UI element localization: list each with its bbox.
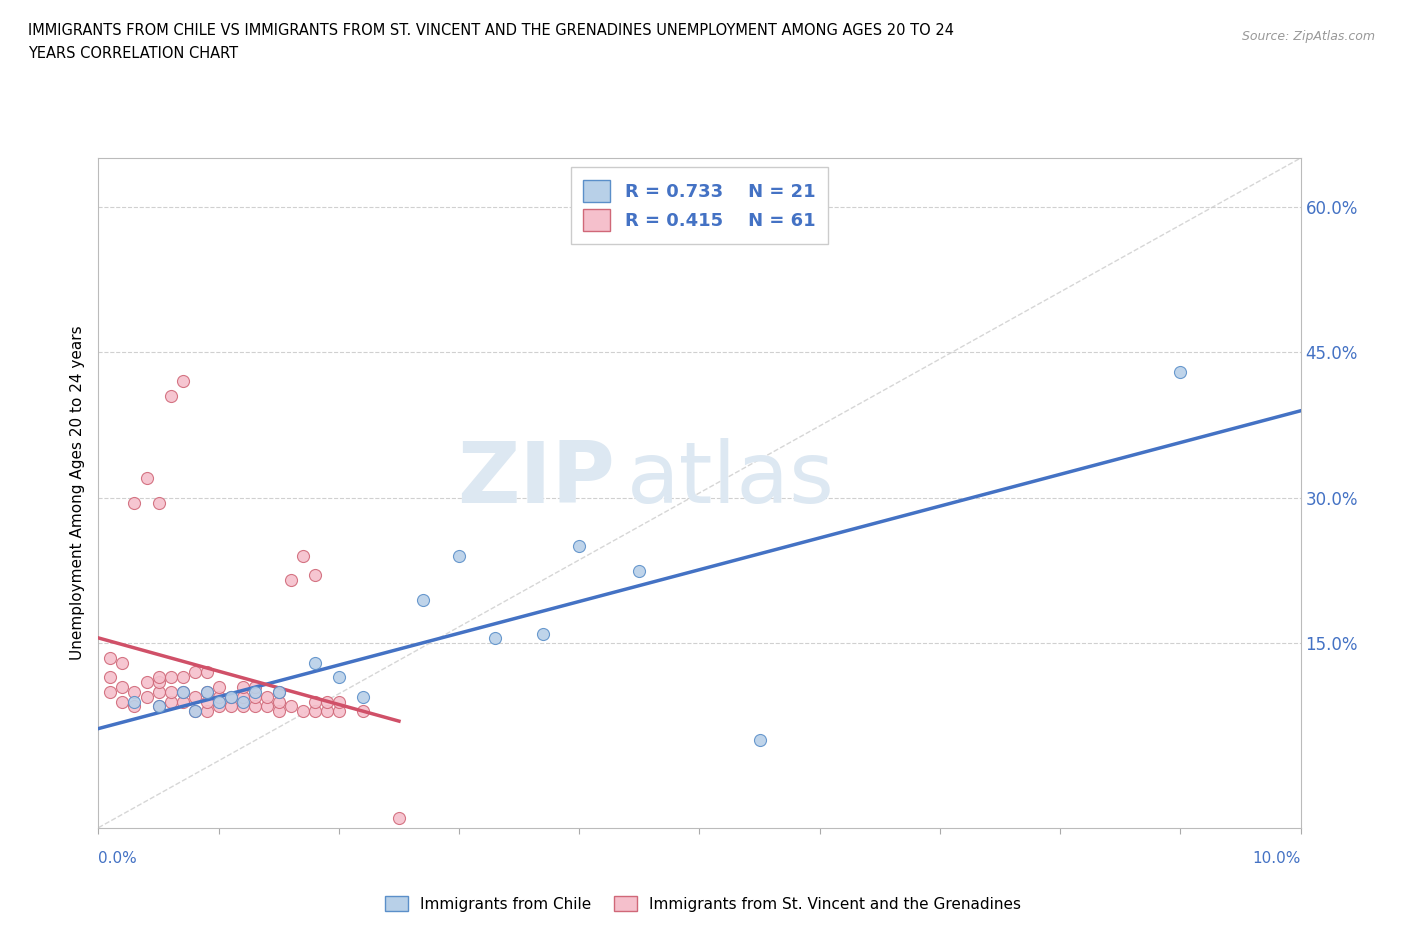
- Point: [267, 684, 290, 699]
- Point: [748, 733, 770, 748]
- Point: [124, 699, 146, 714]
- Point: [159, 670, 181, 684]
- Point: [243, 680, 266, 695]
- Point: [159, 694, 181, 709]
- Point: [124, 694, 146, 709]
- Point: [148, 674, 170, 689]
- Point: [352, 704, 374, 719]
- Point: [148, 684, 170, 699]
- Point: [219, 689, 242, 704]
- Point: [208, 699, 231, 714]
- Point: [1170, 365, 1192, 379]
- Point: [100, 684, 122, 699]
- Point: [304, 704, 326, 719]
- Point: [280, 699, 302, 714]
- Point: [135, 689, 157, 704]
- Point: [172, 694, 194, 709]
- Text: 0.0%: 0.0%: [98, 851, 138, 866]
- Point: [388, 811, 411, 826]
- Point: [243, 684, 266, 699]
- Point: [111, 694, 134, 709]
- Point: [267, 694, 290, 709]
- Text: ZIP: ZIP: [457, 438, 616, 521]
- Point: [111, 680, 134, 695]
- Point: [159, 684, 181, 699]
- Point: [280, 573, 302, 588]
- Point: [304, 694, 326, 709]
- Point: [183, 665, 205, 680]
- Point: [304, 656, 326, 671]
- Point: [628, 563, 651, 578]
- Point: [148, 699, 170, 714]
- Point: [256, 689, 278, 704]
- Point: [267, 704, 290, 719]
- Point: [208, 680, 231, 695]
- Point: [148, 670, 170, 684]
- Point: [159, 389, 181, 404]
- Text: atlas: atlas: [627, 438, 835, 521]
- Text: Source: ZipAtlas.com: Source: ZipAtlas.com: [1241, 30, 1375, 43]
- Point: [208, 694, 231, 709]
- Point: [219, 699, 242, 714]
- Point: [232, 680, 254, 695]
- Point: [243, 699, 266, 714]
- Point: [195, 665, 218, 680]
- Legend: R = 0.733    N = 21, R = 0.415    N = 61: R = 0.733 N = 21, R = 0.415 N = 61: [571, 167, 828, 244]
- Text: IMMIGRANTS FROM CHILE VS IMMIGRANTS FROM ST. VINCENT AND THE GRENADINES UNEMPLOY: IMMIGRANTS FROM CHILE VS IMMIGRANTS FROM…: [28, 23, 955, 38]
- Text: YEARS CORRELATION CHART: YEARS CORRELATION CHART: [28, 46, 238, 60]
- Y-axis label: Unemployment Among Ages 20 to 24 years: Unemployment Among Ages 20 to 24 years: [69, 326, 84, 660]
- Point: [183, 704, 205, 719]
- Point: [304, 568, 326, 583]
- Point: [328, 704, 350, 719]
- Point: [328, 670, 350, 684]
- Point: [568, 538, 591, 553]
- Text: 10.0%: 10.0%: [1253, 851, 1301, 866]
- Point: [291, 549, 314, 564]
- Point: [183, 704, 205, 719]
- Point: [232, 689, 254, 704]
- Point: [172, 374, 194, 389]
- Point: [195, 704, 218, 719]
- Point: [447, 549, 470, 564]
- Point: [100, 670, 122, 684]
- Point: [484, 631, 506, 646]
- Point: [124, 495, 146, 510]
- Point: [172, 684, 194, 699]
- Point: [111, 656, 134, 671]
- Legend: Immigrants from Chile, Immigrants from St. Vincent and the Grenadines: Immigrants from Chile, Immigrants from S…: [378, 889, 1028, 918]
- Point: [148, 699, 170, 714]
- Point: [267, 684, 290, 699]
- Point: [135, 471, 157, 485]
- Point: [352, 689, 374, 704]
- Point: [412, 592, 434, 607]
- Point: [243, 689, 266, 704]
- Point: [195, 684, 218, 699]
- Point: [291, 704, 314, 719]
- Point: [172, 684, 194, 699]
- Point: [219, 689, 242, 704]
- Point: [195, 694, 218, 709]
- Point: [256, 699, 278, 714]
- Point: [183, 689, 205, 704]
- Point: [315, 704, 337, 719]
- Point: [315, 694, 337, 709]
- Point: [124, 684, 146, 699]
- Point: [232, 694, 254, 709]
- Point: [232, 699, 254, 714]
- Point: [172, 670, 194, 684]
- Point: [148, 495, 170, 510]
- Point: [531, 626, 554, 641]
- Point: [135, 674, 157, 689]
- Point: [208, 689, 231, 704]
- Point: [328, 694, 350, 709]
- Point: [195, 684, 218, 699]
- Point: [100, 650, 122, 665]
